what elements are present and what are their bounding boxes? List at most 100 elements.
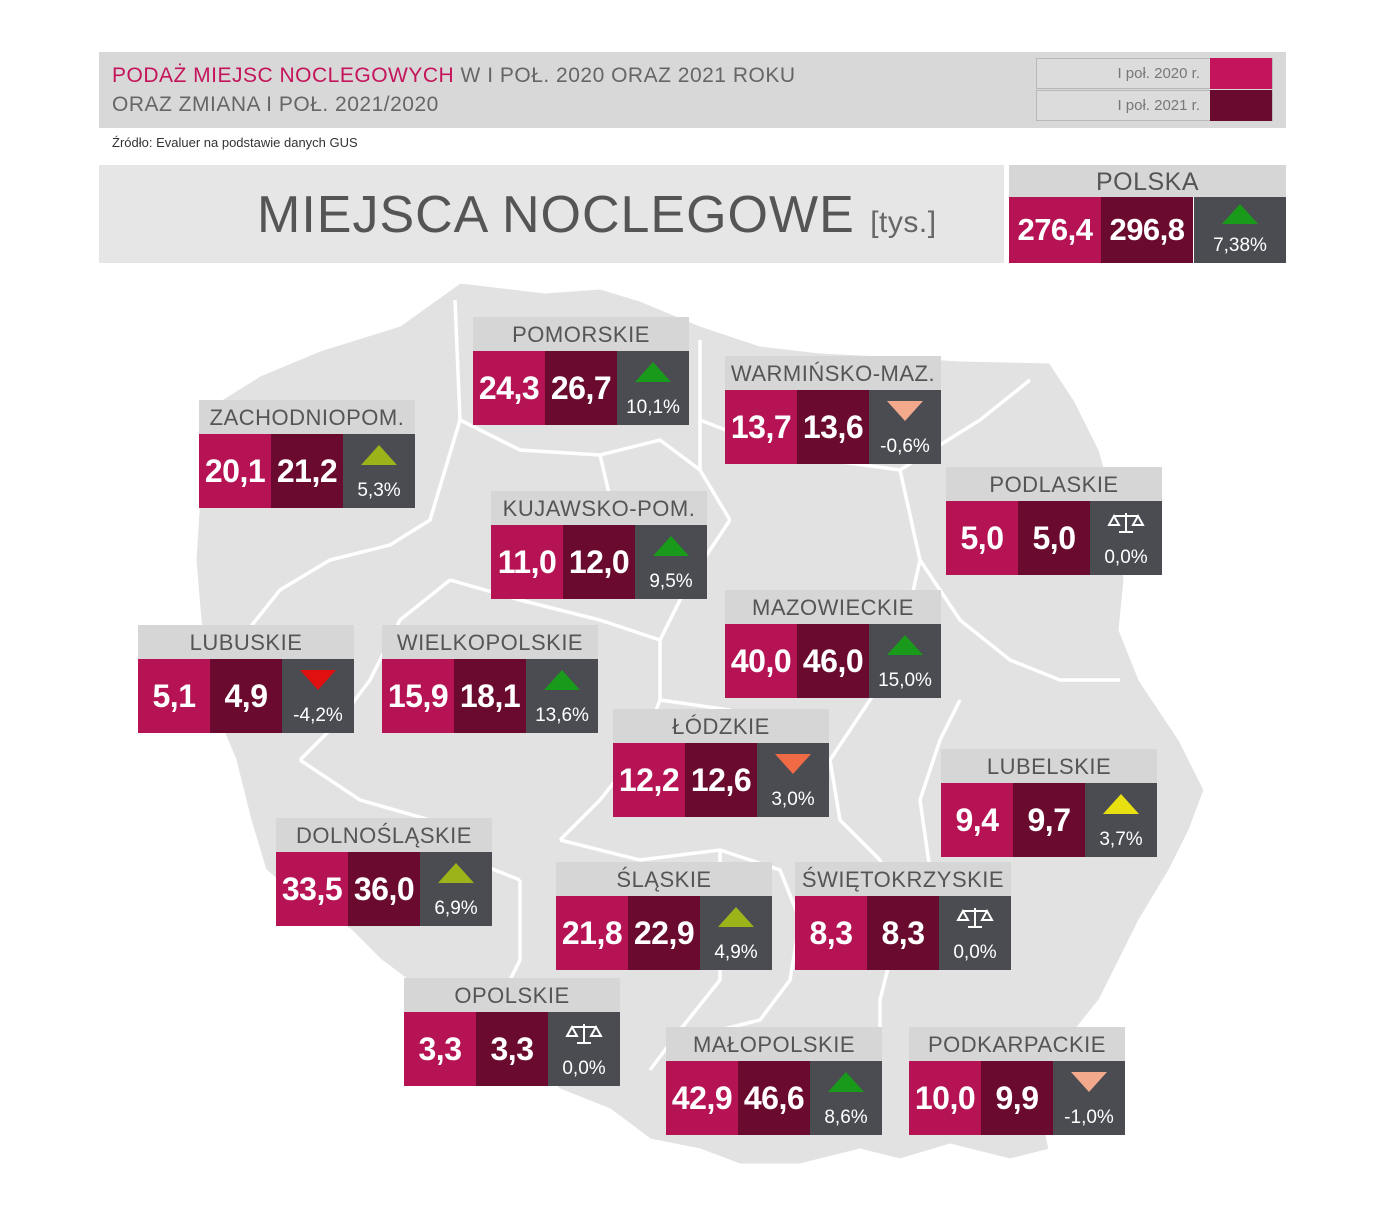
card-malopolskie: MAŁOPOLSKIE 42,9 46,6 8,6% <box>666 1027 882 1135</box>
value-2021: 46,0 <box>797 624 869 698</box>
infographic-title: PODAŻ MIEJSC NOCLEGOWYCH W I POŁ. 2020 O… <box>112 64 796 88</box>
value-2020: 15,9 <box>382 659 454 733</box>
value-2021: 12,6 <box>685 743 757 817</box>
card-name: WARMIŃSKO-MAZ. <box>725 356 941 390</box>
value-2020: 21,8 <box>556 896 628 970</box>
infographic-subtitle: ORAZ ZMIANA I POŁ. 2021/2020 <box>112 93 439 116</box>
change-indicator-icon <box>828 1072 864 1092</box>
value-2021: 8,3 <box>867 896 939 970</box>
triangle-down-icon <box>300 670 336 690</box>
value-2020: 40,0 <box>725 624 797 698</box>
change-percent: 6,9% <box>434 898 478 919</box>
triangle-up-icon <box>544 670 580 690</box>
card-slaskie: ŚLĄSKIE 21,8 22,9 4,9% <box>556 862 772 970</box>
triangle-up-icon <box>361 445 397 465</box>
value-2021: 9,7 <box>1013 783 1085 857</box>
card-name: POLSKA <box>1009 165 1286 197</box>
change-indicator-icon <box>718 907 754 927</box>
card-lubuskie: LUBUSKIE 5,1 4,9 -4,2% <box>138 625 354 733</box>
card-name: WIELKOPOLSKIE <box>382 625 598 659</box>
value-2020: 33,5 <box>276 852 348 926</box>
change-indicator-icon <box>956 908 994 928</box>
change-cell: 7,38% <box>1194 197 1286 263</box>
triangle-up-icon <box>718 907 754 927</box>
change-percent: 9,5% <box>649 571 693 592</box>
change-percent: -4,2% <box>293 705 343 726</box>
change-cell: 3,7% <box>1085 783 1157 857</box>
value-2020: 42,9 <box>666 1061 738 1135</box>
change-percent: 0,0% <box>1104 547 1148 568</box>
change-percent: 3,0% <box>771 789 815 810</box>
triangle-down-icon <box>775 754 811 774</box>
value-2021: 9,9 <box>981 1061 1053 1135</box>
triangle-up-icon <box>887 635 923 655</box>
change-cell: 9,5% <box>635 525 707 599</box>
legend-label-2020: I poł. 2020 r. <box>1117 65 1200 82</box>
title-accent: PODAŻ MIEJSC NOCLEGOWYCH <box>112 64 455 87</box>
change-percent: 8,6% <box>824 1107 868 1128</box>
card-podlaskie: PODLASKIE 5,0 5,0 0,0% <box>946 467 1162 575</box>
banner-unit: [tys.] <box>870 206 937 239</box>
source-note: Źródło: Evaluer na podstawie danych GUS <box>112 135 358 150</box>
legend-swatch-2020 <box>1210 58 1272 89</box>
value-2021: 26,7 <box>545 351 617 425</box>
value-2020: 11,0 <box>491 525 563 599</box>
value-2020: 13,7 <box>725 390 797 464</box>
change-cell: 4,9% <box>700 896 772 970</box>
card-lodzkie: ŁÓDZKIE 12,2 12,6 3,0% <box>613 709 829 817</box>
change-indicator-icon <box>1107 513 1145 533</box>
card-name: KUJAWSKO-POM. <box>491 491 707 525</box>
card-lubelskie: LUBELSKIE 9,4 9,7 3,7% <box>941 749 1157 857</box>
card-name: LUBUSKIE <box>138 625 354 659</box>
change-percent: 5,3% <box>357 480 401 501</box>
change-percent: 4,9% <box>714 942 758 963</box>
change-cell: 15,0% <box>869 624 941 698</box>
value-2021: 12,0 <box>563 525 635 599</box>
value-2020: 5,0 <box>946 501 1018 575</box>
value-2021: 296,8 <box>1101 197 1193 263</box>
change-cell: 0,0% <box>1090 501 1162 575</box>
change-indicator-icon <box>544 670 580 690</box>
card-pomorskie: POMORSKIE 24,3 26,7 10,1% <box>473 317 689 425</box>
value-2021: 4,9 <box>210 659 282 733</box>
card-name: MAZOWIECKIE <box>725 590 941 624</box>
change-indicator-icon <box>1071 1072 1107 1092</box>
change-indicator-icon <box>775 754 811 774</box>
change-percent: 15,0% <box>878 670 932 691</box>
value-2020: 276,4 <box>1009 197 1101 263</box>
change-percent: 3,7% <box>1099 829 1143 850</box>
legend-item-2020: I poł. 2020 r. <box>1036 58 1273 89</box>
card-name: PODKARPACKIE <box>909 1027 1125 1061</box>
change-percent: 10,1% <box>626 397 680 418</box>
card-name: LUBELSKIE <box>941 749 1157 783</box>
change-percent: 0,0% <box>953 942 997 963</box>
value-2021: 13,6 <box>797 390 869 464</box>
main-banner <box>99 165 1004 263</box>
balance-scale-icon <box>956 908 994 928</box>
change-cell: 13,6% <box>526 659 598 733</box>
value-2020: 5,1 <box>138 659 210 733</box>
balance-scale-icon <box>1107 513 1145 533</box>
triangle-down-icon <box>1071 1072 1107 1092</box>
banner-title-text: MIEJSCA NOCLEGOWE <box>257 186 855 244</box>
change-percent: 0,0% <box>562 1058 606 1079</box>
value-2021: 21,2 <box>271 434 343 508</box>
card-wielkopolskie: WIELKOPOLSKIE 15,9 18,1 13,6% <box>382 625 598 733</box>
card-name: ŁÓDZKIE <box>613 709 829 743</box>
card-mazowieckie: MAZOWIECKIE 40,0 46,0 15,0% <box>725 590 941 698</box>
change-percent: -0,6% <box>880 436 930 457</box>
change-cell: -4,2% <box>282 659 354 733</box>
card-kujawsko: KUJAWSKO-POM. 11,0 12,0 9,5% <box>491 491 707 599</box>
title-rest: W I POŁ. 2020 ORAZ 2021 ROKU <box>454 64 796 87</box>
change-cell: -0,6% <box>869 390 941 464</box>
change-percent: -1,0% <box>1064 1107 1114 1128</box>
card-name: PODLASKIE <box>946 467 1162 501</box>
change-indicator-icon <box>1222 204 1258 224</box>
legend-item-2021: I poł. 2021 r. <box>1036 90 1273 121</box>
card-warminsko: WARMIŃSKO-MAZ. 13,7 13,6 -0,6% <box>725 356 941 464</box>
triangle-up-icon <box>438 863 474 883</box>
change-indicator-icon <box>361 445 397 465</box>
value-2020: 20,1 <box>199 434 271 508</box>
change-cell: 10,1% <box>617 351 689 425</box>
triangle-up-icon <box>828 1072 864 1092</box>
